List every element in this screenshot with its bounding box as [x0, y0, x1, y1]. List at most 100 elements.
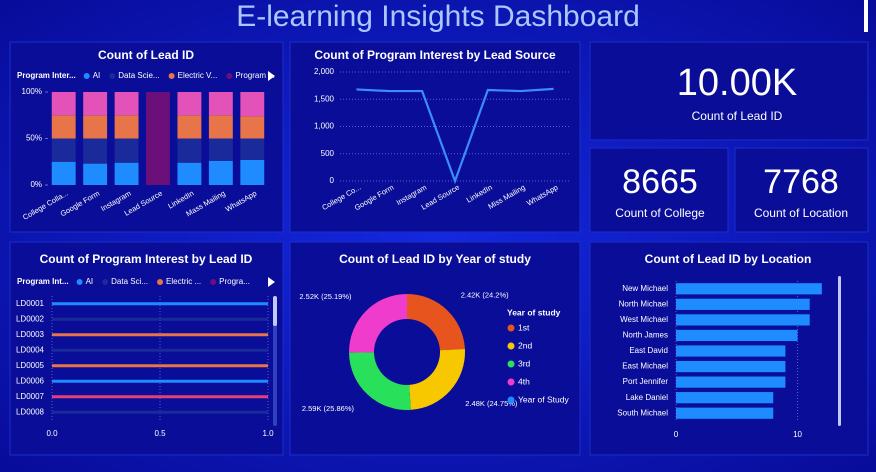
x-tick-label: 0.5: [154, 429, 166, 438]
x-tick-label: 0: [674, 430, 679, 439]
legend-title: Program Int...: [17, 277, 69, 286]
y-tick-label: 50%: [26, 134, 42, 143]
y-tick-label: 2,000: [314, 67, 335, 76]
bar-segment: [51, 161, 76, 185]
y-tick-label: 1,500: [314, 94, 335, 103]
bar-segment: [52, 395, 268, 399]
legend-marker: [507, 396, 515, 404]
legend-marker: [507, 342, 515, 350]
y-tick-label: 0%: [30, 180, 42, 189]
data-label: 2.42K (24.2%): [461, 290, 509, 299]
dashboard-title: E-learning Insights Dashboard: [236, 0, 640, 33]
legend-marker: [102, 279, 109, 285]
legend-label: Data Scie...: [118, 71, 159, 80]
bar: [676, 314, 810, 326]
bar: [676, 298, 810, 310]
y-tick-label: 1,000: [314, 122, 335, 131]
line: [356, 87, 554, 185]
bar-segment: [240, 92, 265, 117]
bar-segment: [177, 92, 202, 116]
donut-slice: [349, 294, 407, 353]
y-tick-label: LD0001: [16, 299, 45, 308]
kpi-value: 10.00K: [677, 62, 797, 104]
y-tick-label: LD0004: [16, 345, 45, 354]
y-tick-label: South Michael: [617, 408, 668, 417]
legend-label: Progra...: [219, 277, 250, 286]
kpi-value: 8665: [622, 163, 698, 201]
panel: [589, 147, 729, 233]
x-tick-label: 0.0: [46, 429, 58, 438]
bar-segment: [240, 138, 265, 160]
bar-segment: [208, 115, 233, 139]
y-tick-label: New Michael: [622, 284, 668, 293]
y-tick-label: North James: [623, 331, 668, 340]
bar-segment: [146, 92, 170, 185]
bar-segment: [52, 333, 268, 337]
legend-label: 4th: [518, 376, 530, 386]
bar: [676, 407, 774, 419]
y-tick-label: Port Jennifer: [623, 377, 669, 386]
donut-slice: [407, 294, 465, 351]
y-tick-label: East Michael: [622, 362, 668, 371]
legend-label: Program ...: [235, 71, 275, 80]
kpi-label: Count of College: [615, 206, 705, 220]
y-tick-label: LD0002: [16, 314, 45, 323]
scrollbar-thumb[interactable]: [273, 296, 277, 326]
y-tick-label: LD0003: [16, 330, 45, 339]
bar: [676, 345, 786, 357]
y-tick-label: North Michael: [619, 299, 669, 308]
bar-segment: [52, 410, 268, 414]
y-tick-label: LD0006: [16, 376, 45, 385]
bar: [676, 283, 822, 295]
legend-marker: [109, 73, 116, 79]
legend-marker: [507, 360, 515, 368]
legend-title: Program Inter...: [17, 71, 76, 80]
bar: [676, 392, 774, 404]
legend-marker: [157, 279, 164, 285]
bar-segment: [52, 302, 268, 306]
scrollbar[interactable]: [273, 296, 277, 426]
bar-segment: [51, 138, 76, 162]
bar-segment: [177, 138, 202, 163]
bar-segment: [114, 162, 139, 185]
x-tick-label: 1.0: [262, 429, 274, 438]
x-tick-label: 10: [793, 430, 802, 439]
chart-title: Count of Lead ID by Location: [645, 252, 812, 266]
data-label: 2.48K (24.75%): [465, 399, 518, 408]
y-tick-label: West Michael: [620, 315, 668, 324]
bar-segment: [83, 92, 108, 116]
panel: [289, 41, 581, 233]
bar-segment: [52, 379, 268, 383]
y-tick-label: 0: [330, 176, 335, 185]
legend-label: 1st: [518, 322, 530, 332]
legend-arrow[interactable]: [268, 71, 275, 81]
scroll-marker: [864, 0, 868, 32]
bar-segment: [52, 317, 268, 321]
bar-segment: [52, 364, 268, 368]
bar-segment: [51, 92, 76, 116]
chart-title: Count of Program Interest by Lead Source: [314, 48, 556, 62]
y-tick-label: Lake Daniel: [626, 393, 668, 402]
scrollbar[interactable]: [838, 276, 841, 426]
panel: [9, 241, 284, 456]
chart-title: Count of Program Interest by Lead ID: [40, 252, 253, 266]
legend-marker: [226, 73, 233, 79]
bar: [676, 329, 798, 342]
bar: [676, 360, 786, 373]
kpi-label: Count of Location: [754, 206, 848, 220]
bar-segment: [52, 348, 268, 352]
bar-segment: [83, 163, 108, 185]
legend-label: AI: [86, 277, 94, 286]
panels: [9, 41, 869, 456]
panel: [289, 241, 581, 456]
legend-label: 3rd: [518, 358, 531, 368]
bar-segment: [240, 159, 265, 185]
chart-title: Count of Lead ID: [98, 48, 194, 62]
data-label: 2.52K (25.19%): [299, 292, 352, 301]
panel: [589, 41, 869, 141]
legend-arrow[interactable]: [268, 277, 275, 287]
chart-title: Count of Lead ID by Year of study: [339, 252, 531, 266]
bar-segment: [83, 138, 108, 164]
y-tick-label: 100%: [22, 87, 42, 96]
